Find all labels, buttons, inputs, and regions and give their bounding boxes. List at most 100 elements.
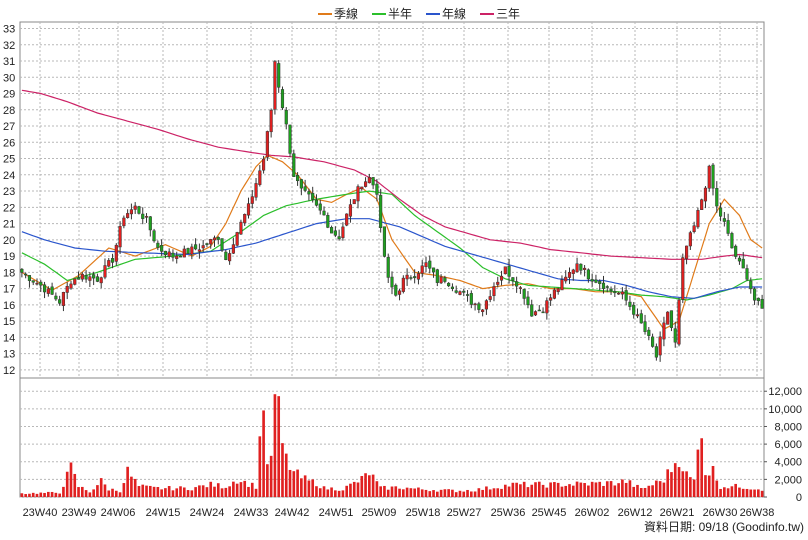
- volume-bar: [398, 488, 401, 497]
- candle-body: [103, 265, 107, 278]
- candle-body: [27, 275, 32, 281]
- candle-body: [337, 236, 341, 240]
- volume-bar: [243, 480, 247, 497]
- volume-bar: [602, 485, 605, 497]
- candle-body: [666, 311, 670, 325]
- candle-body: [110, 258, 115, 263]
- volume-bar: [296, 469, 299, 497]
- candle-body: [654, 346, 658, 358]
- candle-body: [537, 309, 541, 312]
- price-tick-label: 17: [3, 284, 15, 296]
- volume-bar: [322, 486, 326, 497]
- volume-bar: [402, 489, 405, 497]
- volume-bar: [749, 489, 753, 497]
- candle-body: [567, 272, 572, 278]
- chart-legend: 季線 半年 年線 三年: [318, 6, 520, 21]
- volume-bar: [417, 487, 420, 497]
- candle-body: [575, 263, 579, 273]
- price-tick-label: 23: [3, 186, 15, 198]
- volume-bar: [65, 471, 69, 497]
- volume-bar: [496, 488, 500, 497]
- volume-bar: [111, 488, 114, 497]
- candle-body: [209, 239, 213, 245]
- volume-bar: [571, 485, 575, 497]
- volume-bar: [288, 469, 292, 497]
- volume-bar: [522, 481, 526, 497]
- candle-body: [322, 210, 326, 216]
- candle-body: [443, 277, 447, 282]
- candle-body: [190, 246, 194, 255]
- candle-body: [250, 196, 254, 204]
- volume-bar: [473, 491, 477, 497]
- volume-bar: [198, 485, 201, 497]
- volume-bar: [689, 477, 692, 497]
- candle-body: [662, 322, 666, 340]
- candle-body: [749, 280, 753, 290]
- candle-body: [651, 336, 655, 347]
- volume-bar: [560, 486, 564, 497]
- volume-bar: [54, 492, 58, 497]
- volume-bar: [621, 479, 624, 497]
- candle-body: [386, 257, 390, 278]
- candle-body: [382, 226, 387, 257]
- volume-bar: [69, 462, 73, 497]
- volume-bar: [326, 489, 330, 497]
- volume-bar: [613, 485, 617, 497]
- volume-bar: [80, 486, 84, 497]
- volume-bar: [439, 489, 443, 497]
- candle-body: [197, 249, 201, 252]
- candle-body: [669, 310, 674, 328]
- x-tick-label: 23W49: [62, 507, 97, 519]
- x-tick-label: 25W36: [491, 507, 526, 519]
- candle-body: [231, 244, 235, 254]
- volume-bar: [277, 396, 281, 497]
- volume-bar: [598, 481, 602, 497]
- volume-bar: [409, 488, 413, 497]
- candle-body: [590, 279, 594, 282]
- volume-bar: [617, 483, 620, 497]
- volume-bar: [692, 479, 696, 497]
- candle-body: [647, 329, 651, 336]
- candle-body: [545, 300, 549, 314]
- price-tick-label: 21: [3, 219, 15, 231]
- candle-body: [745, 268, 749, 280]
- volume-bar: [677, 467, 681, 497]
- volume-bar: [420, 489, 424, 497]
- price-tick-label: 20: [3, 235, 15, 247]
- volume-bar: [390, 486, 394, 497]
- volume-tick-label: 8,000: [774, 421, 802, 433]
- candle-body: [182, 248, 186, 258]
- candle-body: [35, 282, 39, 285]
- volume-bar: [356, 482, 360, 497]
- volume-bar: [300, 478, 303, 497]
- volume-bar: [530, 484, 534, 497]
- candle-body: [522, 289, 526, 299]
- price-tick-label: 16: [3, 300, 15, 312]
- candle-body: [141, 213, 145, 219]
- legend-label: 年線: [442, 6, 466, 21]
- volume-bar: [273, 394, 277, 497]
- x-tick-label: 24W42: [275, 507, 310, 519]
- x-tick-label: 25W09: [362, 507, 397, 519]
- candle-body: [465, 294, 470, 296]
- candle-body: [469, 293, 473, 305]
- candle-body: [152, 230, 156, 242]
- candle-body: [658, 336, 662, 356]
- volume-bar: [500, 488, 503, 497]
- volume-bar: [553, 482, 556, 497]
- candle-body: [73, 278, 77, 285]
- volume-bar: [156, 487, 160, 497]
- volume-bar: [738, 487, 741, 497]
- candle-body: [39, 281, 43, 286]
- volume-bar: [58, 493, 61, 497]
- candle-body: [175, 255, 179, 259]
- candle-body: [24, 273, 28, 276]
- volume-bar: [700, 438, 704, 497]
- volume-bar: [43, 492, 46, 497]
- volume-bar: [28, 493, 31, 497]
- volume-bar: [579, 482, 583, 497]
- volume-bar: [107, 490, 111, 497]
- candle-body: [367, 177, 371, 184]
- candle-body: [194, 244, 198, 250]
- candle-body: [258, 170, 262, 185]
